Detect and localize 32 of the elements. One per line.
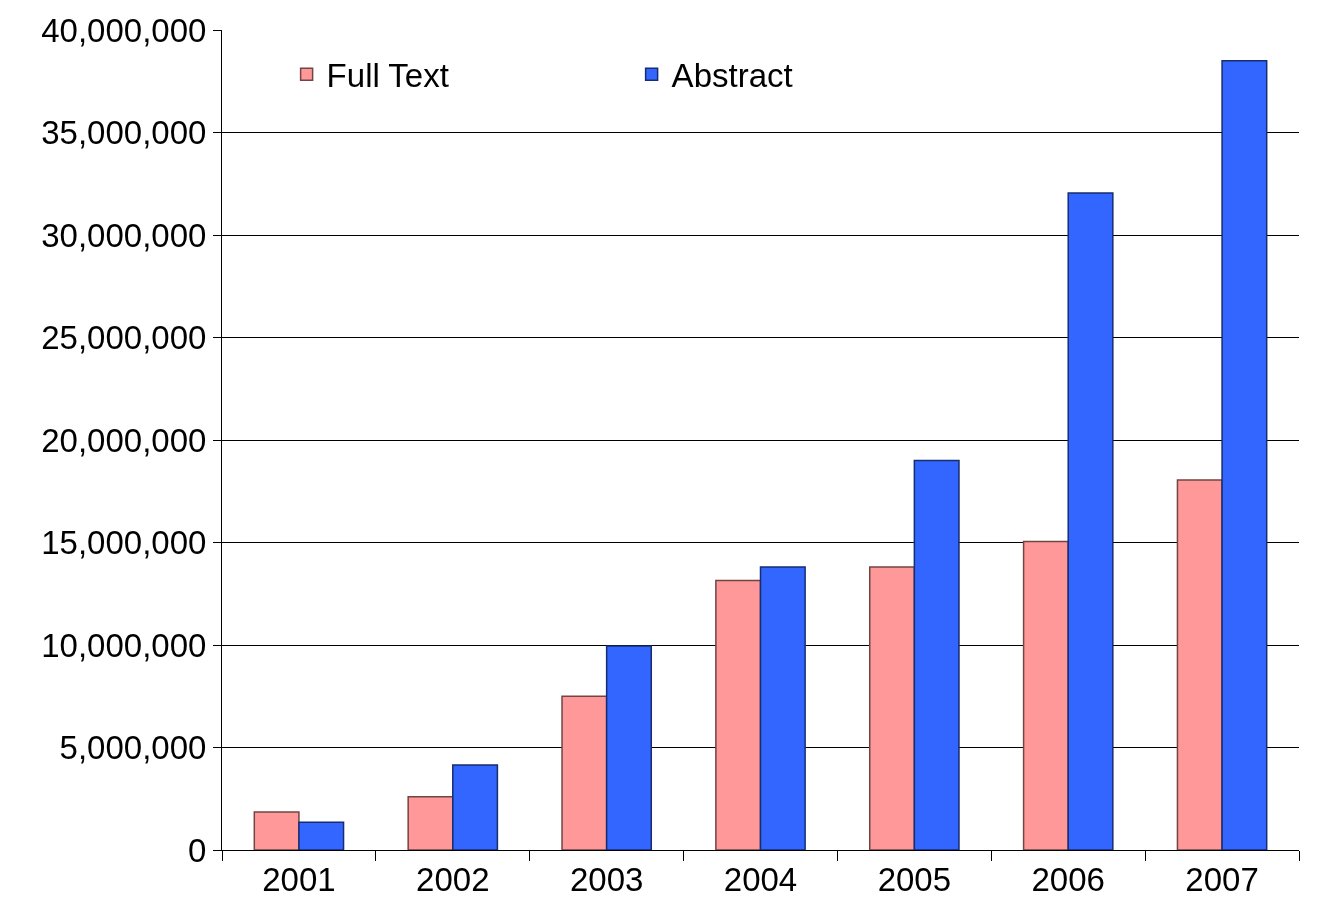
y-tick-label: 30,000,000	[41, 216, 207, 254]
bar	[759, 566, 806, 850]
x-tick-label: 2007	[1185, 860, 1259, 898]
bar	[1022, 540, 1069, 850]
y-tick-label: 35,000,000	[41, 114, 207, 152]
bar	[1221, 60, 1268, 850]
bar	[1067, 192, 1114, 850]
bar	[561, 695, 608, 850]
bar	[298, 821, 345, 850]
bar	[913, 459, 960, 850]
x-tick-label: 2001	[262, 860, 336, 898]
y-tick-label: 0	[188, 831, 207, 869]
y-tick-label: 20,000,000	[41, 421, 207, 459]
x-tick-label: 2004	[723, 860, 798, 898]
x-tick-label: 2002	[416, 860, 490, 898]
bar	[715, 579, 762, 850]
bar	[605, 645, 653, 850]
y-tick-label: 10,000,000	[41, 626, 207, 664]
bar	[407, 795, 454, 850]
y-tick-label: 40,000,000	[41, 11, 207, 49]
x-tick-label: 2003	[569, 860, 644, 898]
bar	[253, 811, 300, 850]
bar	[1176, 479, 1223, 850]
x-tick-label: 2005	[877, 860, 952, 898]
y-tick-label: 5,000,000	[59, 729, 207, 767]
y-tick-label: 15,000,000	[41, 524, 207, 562]
legend-label: Abstract	[671, 57, 793, 95]
bar	[868, 566, 916, 850]
legend-label: Full Text	[326, 57, 449, 95]
x-tick-label: 2006	[1031, 860, 1105, 898]
bar	[452, 764, 499, 850]
y-tick-label: 25,000,000	[41, 319, 207, 357]
